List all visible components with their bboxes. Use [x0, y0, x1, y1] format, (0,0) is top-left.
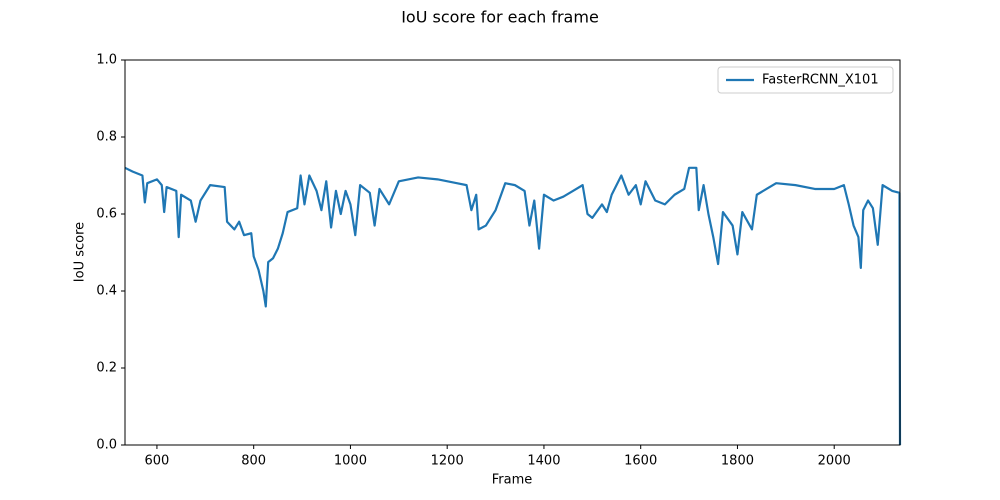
plot-frame [124, 59, 901, 446]
y-tick-label: 0.2 [96, 361, 117, 376]
line [124, 166, 902, 446]
y-tick-label: 0.0 [96, 438, 117, 453]
x-tick-label: 1000 [334, 454, 367, 469]
y-tick-label: 0.6 [96, 207, 117, 222]
y-tick-label: 0.8 [96, 130, 117, 145]
y-axis-label: IoU score [73, 222, 88, 282]
x-axis-label: Frame [492, 473, 533, 488]
x-tick-label: 1400 [527, 454, 560, 469]
x-tick-label: 1600 [624, 454, 657, 469]
x-tick-label: 1200 [431, 454, 464, 469]
x-tick-label: 800 [241, 454, 266, 469]
x-tick-label: 1800 [721, 454, 754, 469]
x-tick-label: 600 [145, 454, 170, 469]
legend-box [717, 66, 894, 94]
x-tick-label: 2000 [818, 454, 851, 469]
y-tick-label: 0.4 [96, 284, 117, 299]
legend-label: FasterRCNN_X101 [762, 73, 879, 88]
chart-title: IoU score for each frame [401, 8, 599, 27]
y-tick-label: 1.0 [96, 53, 117, 68]
